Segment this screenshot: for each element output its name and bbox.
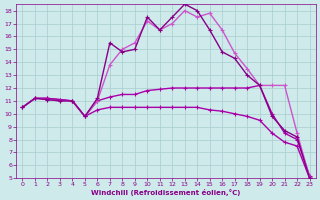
X-axis label: Windchill (Refroidissement éolien,°C): Windchill (Refroidissement éolien,°C) bbox=[91, 189, 241, 196]
